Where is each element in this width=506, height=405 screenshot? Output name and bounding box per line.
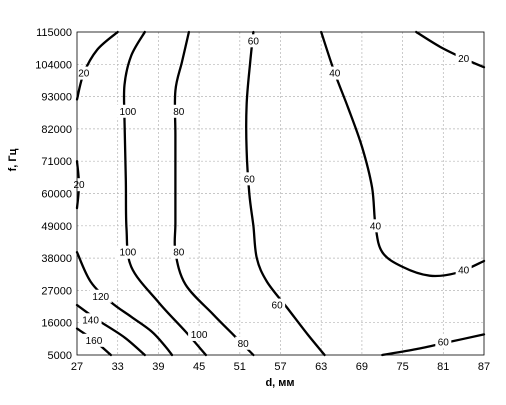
contour-label-bg <box>241 172 258 186</box>
x-tick-label: 87 <box>478 361 490 373</box>
contour-label-bg <box>116 245 139 259</box>
y-tick-label: 49000 <box>41 221 72 233</box>
contour-label: 80 <box>173 248 185 259</box>
x-tick-label: 27 <box>71 361 83 373</box>
contour-label: 100 <box>120 107 137 118</box>
contour-label-bg <box>435 335 452 349</box>
contour-label-bg <box>170 104 187 118</box>
contour-label: 80 <box>238 339 250 350</box>
contour-label-bg <box>235 336 252 350</box>
contour-label: 140 <box>82 315 99 326</box>
contour-line-20 <box>415 30 486 69</box>
contour-label: 100 <box>120 248 137 259</box>
contour-label: 120 <box>92 292 109 303</box>
y-tick-label: 38000 <box>41 253 72 265</box>
contour-line-80 <box>173 30 255 357</box>
x-tick-label: 45 <box>193 361 205 373</box>
contour-line-100 <box>122 30 208 357</box>
contour-label-bg <box>245 34 262 48</box>
contour-labels: 20 20 20 40 40 40 60 60 60 60 80 80 80 100 100 100 120 14… <box>71 34 472 350</box>
contour-label-bg <box>269 298 286 312</box>
contour-label: 40 <box>458 265 470 276</box>
contour-label-bg <box>71 178 88 192</box>
contour-line-60 <box>381 333 486 357</box>
x-tick-label: 57 <box>274 361 286 373</box>
x-tick-label: 69 <box>356 361 368 373</box>
contour-label-bg <box>82 333 105 347</box>
x-tick-labels: 27 33 39 45 51 57 63 69 75 81 87 <box>71 361 490 373</box>
contour-label-bg <box>367 219 384 233</box>
contour-label: 60 <box>272 301 284 312</box>
contour-label: 60 <box>438 337 450 348</box>
y-tick-label: 71000 <box>41 156 72 168</box>
contour-label: 20 <box>458 54 470 65</box>
contour-line-120 <box>75 251 174 357</box>
y-tick-label: 60000 <box>41 189 72 201</box>
contour-label-bg <box>326 66 343 80</box>
contour-label-bg <box>89 289 112 303</box>
y-axis-title: f, Гц <box>7 148 19 171</box>
x-axis-title: d, мм <box>265 377 294 389</box>
y-tick-label: 93000 <box>41 92 72 104</box>
contour-label: 40 <box>370 221 382 232</box>
contour-label: 160 <box>86 336 103 347</box>
y-tick-labels: 5000 16000 27000 38000 49000 60000 71000 82000 9… <box>35 27 72 362</box>
x-tick-label: 39 <box>152 361 164 373</box>
contour-label: 60 <box>244 174 256 185</box>
contour-line-20 <box>75 30 119 101</box>
x-tick-label: 33 <box>112 361 124 373</box>
plot-frame <box>76 31 485 356</box>
contour-label-bg <box>75 66 92 80</box>
contour-label-bg <box>455 263 472 277</box>
contour-label: 40 <box>329 69 341 80</box>
x-tick-label: 81 <box>437 361 449 373</box>
x-tick-label: 51 <box>234 361 246 373</box>
contour-label: 80 <box>173 107 185 118</box>
contour-label: 100 <box>191 330 208 341</box>
contour-line-140 <box>75 303 146 357</box>
grid-lines <box>77 32 484 355</box>
x-tick-label: 63 <box>315 361 327 373</box>
contour-label-bg <box>188 327 211 341</box>
y-tick-label: 104000 <box>35 59 72 71</box>
contour-label-bg <box>79 313 102 327</box>
y-tick-label: 82000 <box>41 124 72 136</box>
y-tick-label: 16000 <box>41 318 72 330</box>
contour-label: 60 <box>248 36 260 47</box>
contour-label-bg <box>116 104 139 118</box>
contour-label: 20 <box>78 69 90 80</box>
y-tick-label: 5000 <box>48 350 72 362</box>
contour-label: 20 <box>73 180 85 191</box>
y-tick-label: 115000 <box>36 27 72 39</box>
x-tick-label: 75 <box>396 361 408 373</box>
contour-label-bg <box>170 245 187 259</box>
contour-label-bg <box>455 51 472 65</box>
y-tick-label: 27000 <box>41 285 72 297</box>
contour-line-60 <box>245 30 326 357</box>
